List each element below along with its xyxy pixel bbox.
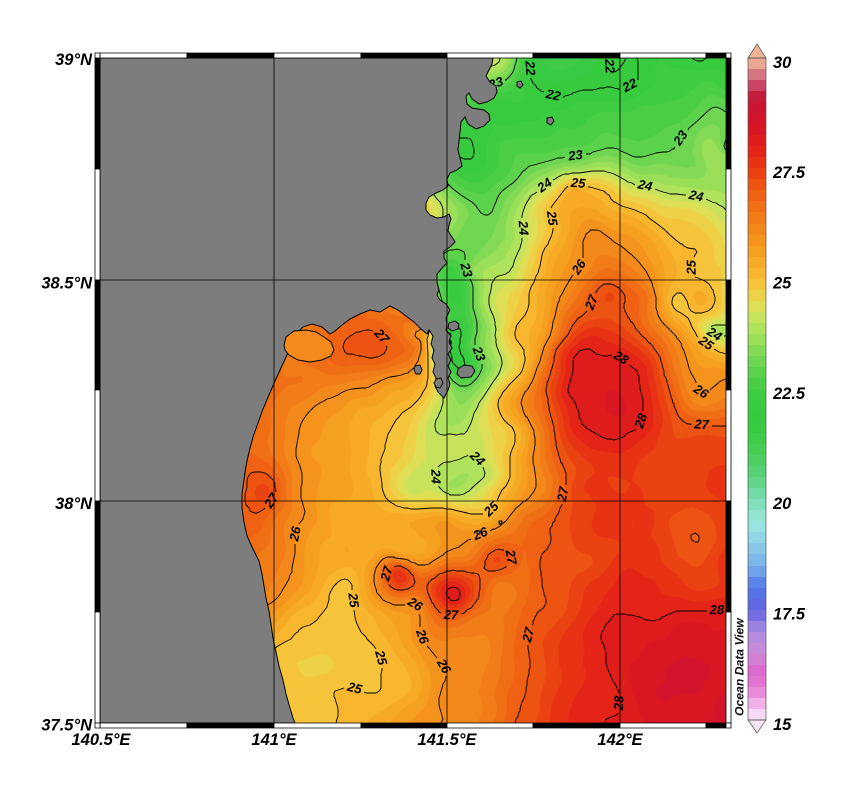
svg-text:27: 27 xyxy=(554,485,571,503)
svg-text:38.5°N: 38.5°N xyxy=(41,274,93,292)
svg-text:22.5: 22.5 xyxy=(772,385,806,403)
svg-text:27: 27 xyxy=(502,548,520,567)
svg-text:24: 24 xyxy=(636,176,655,194)
svg-text:27: 27 xyxy=(519,625,537,644)
svg-text:25: 25 xyxy=(569,175,586,191)
svg-text:39°N: 39°N xyxy=(55,51,93,69)
svg-text:28: 28 xyxy=(709,602,725,617)
svg-text:22: 22 xyxy=(619,75,640,96)
svg-text:27: 27 xyxy=(377,564,396,584)
svg-text:27: 27 xyxy=(443,607,460,622)
svg-text:38°N: 38°N xyxy=(55,495,93,513)
svg-text:25: 25 xyxy=(544,209,561,227)
svg-text:25: 25 xyxy=(772,274,792,292)
svg-text:28: 28 xyxy=(631,411,651,431)
svg-text:20: 20 xyxy=(772,495,792,513)
svg-text:24: 24 xyxy=(428,468,443,485)
svg-text:142°E: 142°E xyxy=(597,731,643,749)
svg-text:22: 22 xyxy=(522,59,538,76)
svg-text:24: 24 xyxy=(516,219,532,236)
svg-text:28: 28 xyxy=(611,695,626,712)
svg-text:27: 27 xyxy=(693,416,710,432)
svg-text:27.5: 27.5 xyxy=(772,164,806,182)
svg-text:30: 30 xyxy=(773,54,792,72)
svg-text:26: 26 xyxy=(413,626,433,646)
svg-text:28: 28 xyxy=(610,347,632,368)
svg-text:15: 15 xyxy=(773,716,792,734)
svg-text:24: 24 xyxy=(687,187,706,205)
svg-text:25: 25 xyxy=(372,648,391,668)
svg-text:25: 25 xyxy=(345,679,364,698)
svg-text:37.5°N: 37.5°N xyxy=(41,716,93,734)
svg-text:25: 25 xyxy=(684,259,699,275)
svg-text:23: 23 xyxy=(566,147,584,164)
svg-text:26: 26 xyxy=(434,655,455,677)
svg-text:25: 25 xyxy=(345,591,362,609)
svg-text:22: 22 xyxy=(602,57,618,74)
svg-text:Ocean Data View: Ocean Data View xyxy=(732,617,746,716)
svg-text:140.5°E: 140.5°E xyxy=(72,731,132,749)
svg-text:141.5°E: 141.5°E xyxy=(418,731,478,749)
svg-text:22: 22 xyxy=(544,86,563,104)
svg-text:27: 27 xyxy=(581,292,601,313)
svg-text:17.5: 17.5 xyxy=(773,605,806,623)
svg-text:141°E: 141°E xyxy=(251,731,297,749)
svg-text:23: 23 xyxy=(469,343,489,364)
svg-text:23: 23 xyxy=(457,260,476,280)
svg-text:26: 26 xyxy=(286,524,304,543)
